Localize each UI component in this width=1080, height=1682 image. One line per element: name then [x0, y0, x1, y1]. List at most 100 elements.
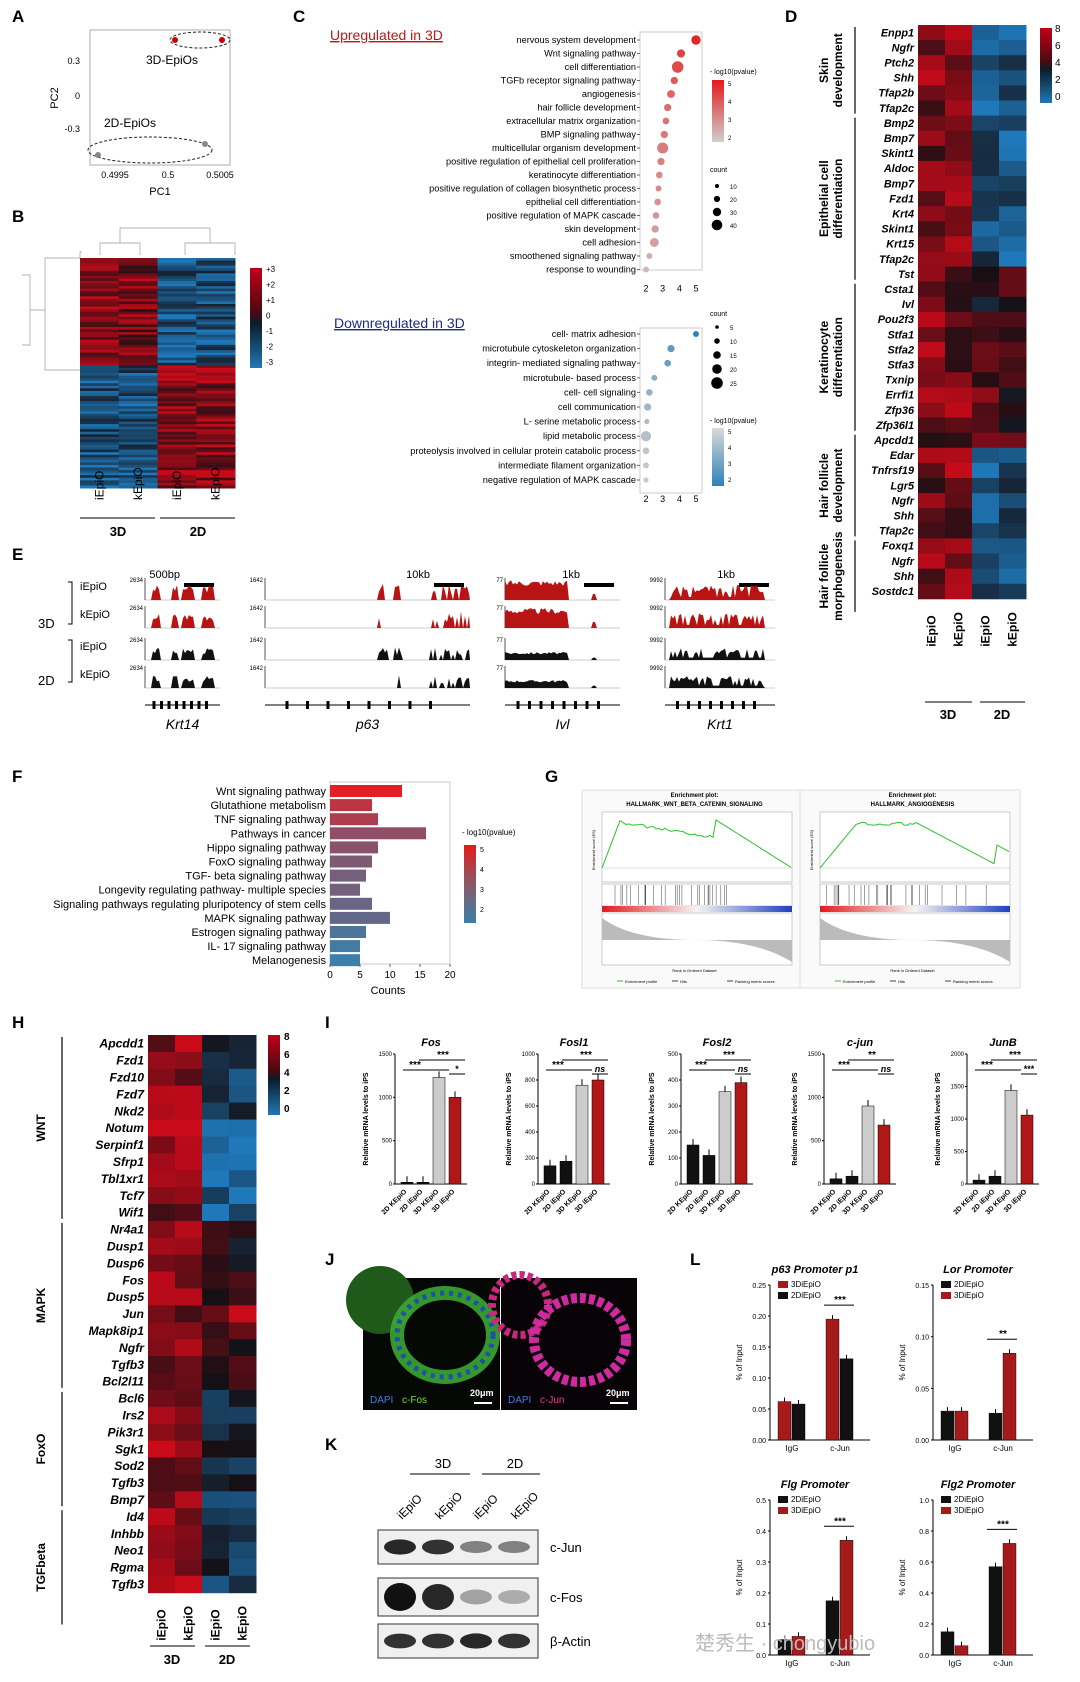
- heatmap-cell: [80, 411, 120, 415]
- heatmap-cell: [80, 457, 120, 461]
- heatmap-cell: [175, 1102, 203, 1120]
- heatmap-row-label: Lgr5: [890, 480, 914, 492]
- gsea-legend-label: Enrichment profile: [625, 979, 658, 984]
- gene-exon: [574, 701, 577, 709]
- colorbar-tick: 2: [728, 136, 732, 142]
- heatmap-col-label: iEpiO: [155, 1609, 169, 1640]
- heatmap-cell: [148, 1373, 176, 1391]
- heatmap-cell: [918, 221, 946, 237]
- heatmap-cell: [80, 337, 120, 341]
- heatmap-cell: [118, 301, 158, 305]
- chip-ytick: 1.0: [919, 1498, 929, 1505]
- heatmap-cell: [196, 268, 236, 272]
- chip-legend-key: [778, 1292, 788, 1299]
- go-up-frame: [639, 31, 703, 271]
- gsea-xlabel: Rank in Ordered Dataset: [890, 968, 935, 973]
- go-term-label: cell- cell signaling: [564, 387, 636, 397]
- heatmap-cell: [972, 417, 1000, 434]
- heatmap-cell: [118, 436, 158, 440]
- heatmap-col-label: kEpiO: [952, 612, 966, 647]
- colorbar-tick: 4: [480, 867, 484, 874]
- heatmap-cell: [80, 367, 120, 371]
- go-term-label: Wnt signaling pathway: [544, 49, 636, 59]
- colorbar-tick: 4: [284, 1068, 290, 1079]
- heatmap-cell: [999, 145, 1027, 162]
- heatmap-cell: [999, 221, 1027, 237]
- heatmap-cell: [118, 263, 158, 267]
- heatmap-cell: [157, 293, 197, 297]
- heatmap-cell: [157, 431, 197, 435]
- heatmap-cell: [118, 296, 158, 300]
- go-term-label: epithelial cell differentiation: [526, 197, 636, 207]
- heatmap-cell: [945, 568, 973, 585]
- qpcr-ytick: 500: [954, 1150, 965, 1156]
- chip-sig: ***: [834, 1516, 846, 1527]
- track-signal: [145, 585, 220, 600]
- heatmap-h-colorbar: [268, 1035, 280, 1115]
- heatmap-cell: [918, 372, 946, 388]
- heatmap-cell: [157, 327, 197, 331]
- heatmap-cell: [196, 370, 236, 374]
- gsea-title: HALLMARK_ANGIOGENESIS: [871, 802, 955, 808]
- heatmap-cell: [918, 100, 946, 117]
- heatmap-cell: [196, 475, 236, 479]
- heatmap-cell: [972, 342, 1000, 358]
- gene-exon: [285, 701, 289, 709]
- panel-letter: I: [325, 1013, 330, 1032]
- chip-legend-key: [941, 1281, 951, 1288]
- qpcr-title: JunB: [989, 1037, 1017, 1049]
- heatmap-cell: [80, 306, 120, 310]
- wb-group-label: 2D: [507, 1456, 524, 1471]
- heatmap-row-label: Sfrp1: [113, 1155, 144, 1169]
- qpcr-ytick: 200: [525, 1156, 536, 1162]
- heatmap-cell: [196, 383, 236, 387]
- heatmap-cell: [157, 454, 197, 458]
- heatmap-cell: [196, 352, 236, 356]
- qpcr-bar: [1004, 1090, 1018, 1185]
- kegg-term-label: Signaling pathways regulating pluripoten…: [53, 899, 326, 911]
- gene-exon: [182, 701, 186, 709]
- category-label: differentiation: [831, 159, 845, 239]
- heatmap-cell: [148, 1575, 176, 1594]
- heatmap-cell: [175, 1051, 203, 1070]
- heatmap-cell: [999, 462, 1027, 479]
- heatmap-cell: [80, 442, 120, 446]
- heatmap-cell: [118, 316, 158, 320]
- heatmap-cell: [196, 403, 236, 407]
- heatmap-cell: [175, 1457, 203, 1475]
- heatmap-cell: [972, 281, 1000, 298]
- chip-bar: [777, 1401, 792, 1441]
- heatmap-cell: [918, 70, 946, 86]
- heatmap-cell: [118, 419, 158, 423]
- heatmap-cell: [157, 278, 197, 282]
- heatmap-cell: [148, 1153, 176, 1171]
- heatmap-cell: [945, 85, 973, 101]
- if-label: c-Jun: [540, 1395, 564, 1406]
- heatmap-cell: [175, 1339, 203, 1357]
- heatmap-cell: [202, 1254, 230, 1273]
- heatmap-cell: [972, 432, 1000, 449]
- heatmap-cell: [196, 324, 236, 328]
- qpcr-bar: [718, 1091, 732, 1185]
- heatmap-cell: [202, 1558, 230, 1577]
- heatmap-cell: [196, 390, 236, 394]
- heatmap-cell: [196, 444, 236, 448]
- go-dot: [643, 462, 649, 469]
- pca-point: [95, 152, 101, 158]
- heatmap-cell: [972, 130, 1000, 147]
- go-term-label: cell adhesion: [582, 238, 636, 248]
- panel-letter: D: [785, 7, 797, 26]
- size-legend-label: 10: [730, 340, 737, 346]
- track-signal: [665, 648, 775, 660]
- heatmap-cell: [157, 339, 197, 343]
- heatmap-cell: [80, 334, 120, 338]
- heatmap-cell: [157, 260, 197, 264]
- size-legend-dot: [711, 219, 723, 231]
- qpcr-bar: [448, 1097, 462, 1185]
- qpcr-ytick: 0: [961, 1182, 965, 1188]
- colorbar-tick: 2: [480, 907, 484, 914]
- heatmap-cell: [972, 115, 1000, 132]
- heatmap-cell: [148, 1389, 176, 1408]
- heatmap-cell: [202, 1389, 230, 1408]
- heatmap-cell: [175, 1406, 203, 1425]
